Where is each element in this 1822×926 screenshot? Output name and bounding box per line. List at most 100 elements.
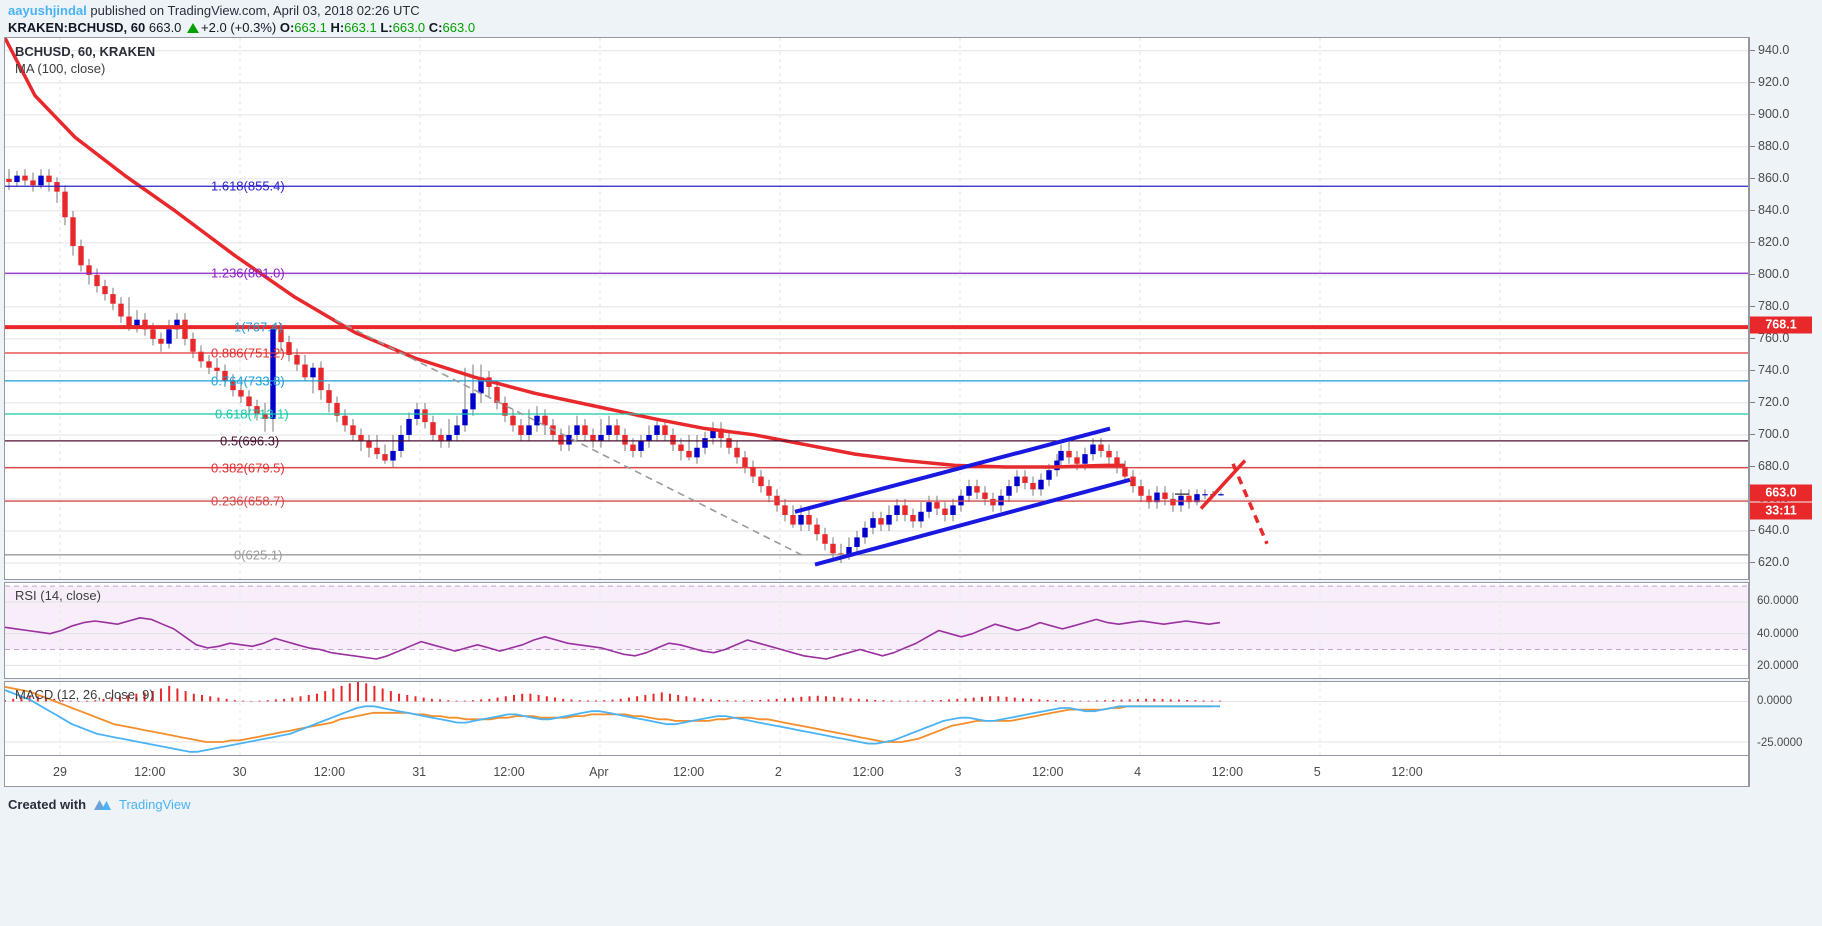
price-axis-label: 820.0: [1758, 234, 1790, 249]
rsi-axis-label: 40.0000: [1757, 627, 1799, 640]
price-axis-tick: [1750, 113, 1755, 115]
price-axis-tick: [1750, 305, 1755, 307]
price-axis-tick: [1750, 145, 1755, 147]
time-axis[interactable]: 29 12:00 30 12:00 31 12:00 Apr 12:00 2 12:00 3 12:0…: [4, 756, 1749, 787]
price-axis-tick: [1750, 273, 1755, 275]
macd-legend-label: MACD (12, 26, close, 9): [15, 687, 154, 702]
close-value: 663.0: [442, 20, 476, 35]
time-axis-label: 12:00: [313, 765, 346, 779]
high-value: 663.1: [344, 20, 377, 35]
price-axis-tick: [1750, 209, 1755, 211]
rsi-axis-label: 60.0000: [1757, 595, 1799, 608]
price-axis-label: 740.0: [1758, 362, 1790, 377]
rsi-pane[interactable]: RSI (14, close): [4, 582, 1749, 679]
fib-label-0-382: 0.382(679.5): [211, 460, 285, 476]
price-axis-label: 680.0: [1758, 458, 1790, 473]
fib-label-0-764: 0.764(733.8): [211, 373, 285, 389]
macd-plot[interactable]: [5, 682, 1748, 755]
macd-axis-label: -25.0000: [1757, 736, 1803, 749]
low-label: L:: [380, 20, 393, 35]
published-text: published on TradingView.com, April 03, …: [86, 3, 420, 18]
price-axis-label: 840.0: [1758, 202, 1790, 217]
time-axis-label: 12:00: [672, 765, 705, 779]
open-value: 663.1: [294, 20, 327, 35]
change-value: +2.0 (+0.3%): [201, 20, 277, 35]
macd-axis: 0.0000 -25.0000: [1749, 681, 1818, 756]
price-axis-tick: [1750, 49, 1755, 51]
price-axis-label: 880.0: [1758, 138, 1790, 153]
fib-label-1-236: 1.236(801.0): [211, 265, 285, 281]
price-axis-tick: [1750, 401, 1755, 403]
symbol-label[interactable]: KRAKEN:BCHUSD, 60: [8, 20, 146, 35]
time-axis-label: 29: [53, 765, 67, 779]
time-axis-label: 12:00: [852, 765, 884, 779]
time-axis-label: Apr: [589, 765, 609, 779]
price-tag-33-11: 33:11: [1750, 502, 1812, 520]
fib-label-0-5: 0.5(696.3): [220, 433, 280, 449]
high-label: H:: [330, 20, 345, 35]
fib-label-0: 0(625.1): [234, 547, 283, 563]
price-axis-label: 780.0: [1758, 298, 1790, 313]
price-axis-label: 620.0: [1758, 554, 1790, 569]
time-axis-label: 4: [1134, 765, 1142, 779]
time-axis-label: 31: [412, 765, 427, 779]
price-pane[interactable]: BCHUSD, 60, KRAKEN MA (100, close) 1.618…: [4, 37, 1749, 580]
price-axis-tick: [1750, 241, 1755, 243]
low-value: 663.0: [392, 20, 426, 35]
price-axis-label: 860.0: [1758, 170, 1790, 185]
time-axis-label: 12:00: [1211, 765, 1244, 779]
price-axis-tick: [1750, 81, 1755, 83]
time-axis-label: 30: [232, 765, 247, 779]
price-axis-tick: [1750, 369, 1755, 371]
price-axis-tick: [1750, 465, 1755, 467]
symbol-quote-line: KRAKEN:BCHUSD, 60 663.0 +2.0 (+0.3%) O:6…: [8, 20, 475, 35]
price-axis-label: 640.0: [1758, 522, 1790, 537]
ma-legend-label: MA (100, close): [15, 61, 106, 76]
price-axis-label: 800.0: [1758, 266, 1790, 281]
time-axis-label: 12:00: [134, 765, 166, 779]
rsi-legend-label: RSI (14, close): [15, 588, 101, 603]
time-axis-label: 12:00: [1032, 765, 1064, 779]
up-triangle-icon: [187, 23, 200, 33]
rsi-plot[interactable]: [5, 583, 1748, 678]
price-tag-768-1: 768.1: [1750, 316, 1812, 334]
close-label: C:: [428, 20, 443, 35]
fib-label-1-618: 1.618(855.4): [211, 178, 285, 194]
open-label: O:: [279, 20, 295, 35]
rsi-axis-label: 20.0000: [1757, 660, 1799, 673]
macd-axis-label: 0.0000: [1757, 695, 1793, 707]
price-axis-tick: [1750, 561, 1755, 563]
tradingview-brand[interactable]: TradingView: [119, 796, 191, 812]
publisher-line: aayushjindal published on TradingView.co…: [8, 3, 420, 18]
last-price: 663.0: [148, 20, 182, 35]
created-with-label: Created with: [8, 796, 87, 812]
footer: Created with TradingView: [8, 793, 191, 815]
price-plot[interactable]: [5, 38, 1748, 579]
rsi-axis: 60.0000 40.0000 20.0000: [1749, 582, 1818, 679]
price-axis-tick: [1750, 433, 1755, 435]
fib-label-0-236: 0.236(658.7): [211, 493, 285, 509]
author-link[interactable]: aayushjindal: [8, 3, 87, 18]
time-axis-label: 5: [1313, 765, 1321, 779]
price-axis-label: 760.0: [1758, 330, 1790, 345]
price-axis-tick: [1750, 177, 1755, 179]
price-axis[interactable]: 940.0 920.0 900.0 880.0 860.0 840.0 820.0 800.0…: [1749, 37, 1818, 787]
price-axis-label: 700.0: [1758, 426, 1790, 441]
macd-pane[interactable]: MACD (12, 26, close, 9): [4, 681, 1749, 756]
time-axis-label: 12:00: [1391, 765, 1423, 779]
fib-label-0-886: 0.886(751.2): [211, 345, 285, 361]
time-axis-label: 2: [774, 765, 782, 779]
time-axis-label: 12:00: [493, 765, 525, 779]
price-tag-663-0: 663.0: [1750, 484, 1812, 502]
price-axis-label: 720.0: [1758, 394, 1790, 409]
price-axis-tick: [1750, 337, 1755, 339]
fib-label-1: 1(767.4): [234, 319, 283, 335]
tradingview-logo-icon: [94, 799, 112, 810]
chart-header: aayushjindal published on TradingView.co…: [0, 0, 1822, 37]
price-axis-tick: [1750, 529, 1755, 531]
price-axis-label: 900.0: [1758, 106, 1790, 121]
price-axis-label: 920.0: [1758, 74, 1790, 89]
price-axis-label: 940.0: [1758, 42, 1790, 57]
fib-label-0-618: 0.618(713.1): [215, 406, 289, 422]
